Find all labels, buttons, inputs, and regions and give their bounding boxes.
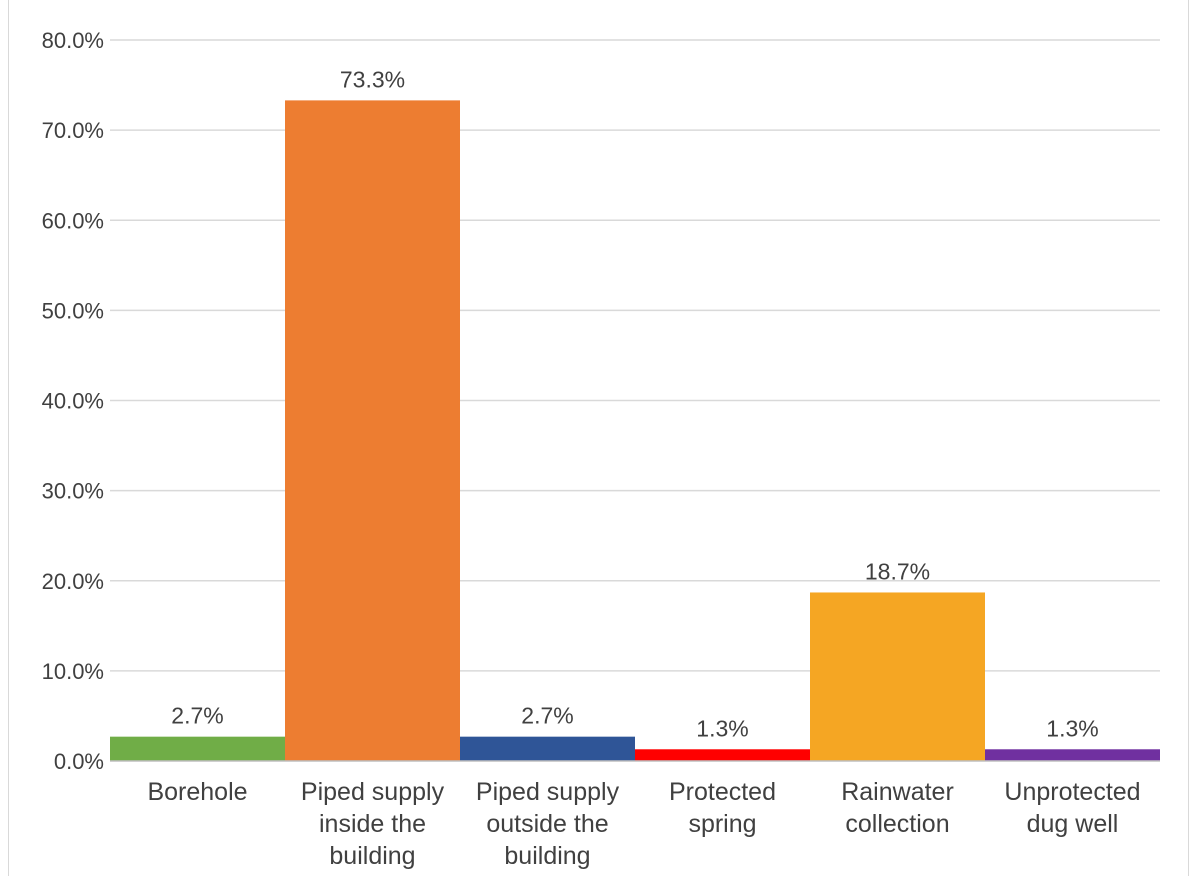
bar [460, 737, 635, 761]
category-label: Unprotected dug well [1004, 778, 1140, 838]
data-label: 1.3% [696, 715, 748, 741]
y-tick-label: 20.0% [42, 569, 104, 594]
bar [810, 592, 985, 761]
category-label-line: Piped supply [301, 778, 445, 806]
data-label: 2.7% [171, 703, 223, 729]
bar [635, 749, 810, 761]
data-label: 18.7% [865, 558, 930, 584]
category-label-line: Rainwater [841, 778, 954, 806]
bar [110, 737, 285, 761]
bar [285, 100, 460, 761]
category-label: Borehole [147, 778, 247, 806]
category-label-line: outside the [486, 810, 608, 838]
data-label: 1.3% [1046, 715, 1098, 741]
category-label-line: spring [688, 810, 756, 838]
category-label-line: inside the [319, 810, 426, 838]
y-tick-label: 70.0% [42, 118, 104, 143]
category-label: Piped supply outside the building [476, 778, 620, 870]
category-label-line: Borehole [147, 778, 247, 806]
data-label: 73.3% [340, 66, 405, 92]
category-label-line: building [329, 842, 415, 870]
y-tick-label: 0.0% [54, 749, 104, 774]
y-tick-label: 60.0% [42, 208, 104, 233]
category-label-line: Piped supply [476, 778, 620, 806]
data-label: 2.7% [521, 703, 573, 729]
y-tick-label: 50.0% [42, 298, 104, 323]
y-tick-label: 10.0% [42, 659, 104, 684]
category-label-line: dug well [1027, 810, 1119, 838]
category-label: Protected spring [669, 778, 776, 838]
category-label-line: Protected [669, 778, 776, 806]
y-tick-label: 80.0% [42, 28, 104, 53]
y-tick-label: 40.0% [42, 389, 104, 414]
category-label: Rainwater collection [841, 778, 954, 838]
category-label-line: building [504, 842, 590, 870]
category-label-line: Unprotected [1004, 778, 1140, 806]
category-label: Piped supply inside the building [301, 778, 445, 870]
y-tick-label: 30.0% [42, 479, 104, 504]
bar [985, 749, 1160, 761]
category-label-line: collection [845, 810, 949, 838]
